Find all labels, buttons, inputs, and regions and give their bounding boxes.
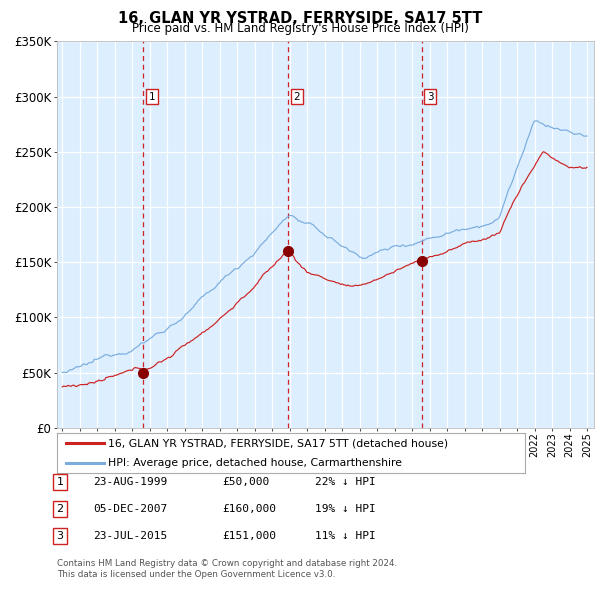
- Text: 16, GLAN YR YSTRAD, FERRYSIDE, SA17 5TT: 16, GLAN YR YSTRAD, FERRYSIDE, SA17 5TT: [118, 11, 482, 25]
- Text: 2: 2: [56, 504, 64, 514]
- Text: 11% ↓ HPI: 11% ↓ HPI: [315, 532, 376, 541]
- Text: £160,000: £160,000: [222, 504, 276, 514]
- Text: 05-DEC-2007: 05-DEC-2007: [93, 504, 167, 514]
- Text: 22% ↓ HPI: 22% ↓ HPI: [315, 477, 376, 487]
- Text: 23-AUG-1999: 23-AUG-1999: [93, 477, 167, 487]
- Text: 1: 1: [149, 91, 155, 101]
- Text: 1: 1: [56, 477, 64, 487]
- Text: £50,000: £50,000: [222, 477, 269, 487]
- Text: 3: 3: [56, 532, 64, 541]
- Text: 23-JUL-2015: 23-JUL-2015: [93, 532, 167, 541]
- Text: This data is licensed under the Open Government Licence v3.0.: This data is licensed under the Open Gov…: [57, 570, 335, 579]
- Text: 2: 2: [293, 91, 300, 101]
- Text: Contains HM Land Registry data © Crown copyright and database right 2024.: Contains HM Land Registry data © Crown c…: [57, 559, 397, 568]
- Text: HPI: Average price, detached house, Carmarthenshire: HPI: Average price, detached house, Carm…: [109, 458, 403, 468]
- Text: Price paid vs. HM Land Registry's House Price Index (HPI): Price paid vs. HM Land Registry's House …: [131, 22, 469, 35]
- Text: £151,000: £151,000: [222, 532, 276, 541]
- Text: 19% ↓ HPI: 19% ↓ HPI: [315, 504, 376, 514]
- Text: 16, GLAN YR YSTRAD, FERRYSIDE, SA17 5TT (detached house): 16, GLAN YR YSTRAD, FERRYSIDE, SA17 5TT …: [109, 438, 449, 448]
- Text: 3: 3: [427, 91, 434, 101]
